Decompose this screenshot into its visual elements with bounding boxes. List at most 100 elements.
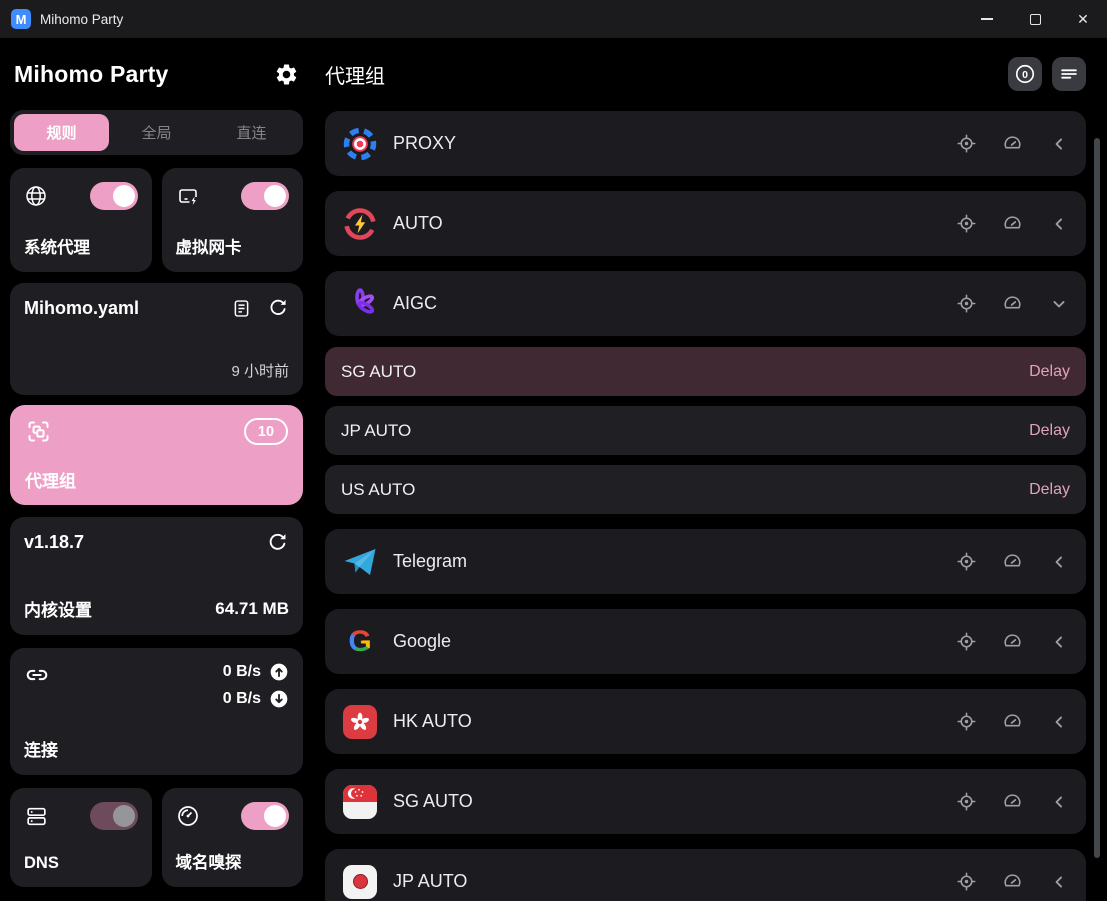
locate-proxy-button[interactable] <box>956 551 977 572</box>
delay-test-button[interactable] <box>1002 551 1023 572</box>
speed-test-icon <box>1004 554 1021 567</box>
delay-test-button[interactable] <box>1002 711 1023 732</box>
tun-card[interactable]: 虚拟网卡 <box>161 168 303 272</box>
delay-test-button[interactable] <box>1002 871 1023 892</box>
proxy-groups-page: 代理组 0 PROXY <box>313 38 1107 901</box>
align-lines-icon <box>1061 69 1077 79</box>
close-button[interactable]: ✕ <box>1059 0 1107 38</box>
locate-icon <box>957 214 976 233</box>
scrollbar[interactable] <box>1094 100 1100 860</box>
delay-test-button[interactable] <box>1002 791 1023 812</box>
delay-test-button[interactable] <box>1002 133 1023 154</box>
proxy-item-us-auto[interactable]: US AUTO Delay <box>325 465 1086 514</box>
upload-arrow-icon <box>270 663 288 681</box>
locate-icon <box>957 552 976 571</box>
group-row-auto[interactable]: AUTO <box>325 191 1086 256</box>
delay-test-button[interactable] <box>1002 293 1023 314</box>
locate-proxy-button[interactable] <box>956 213 977 234</box>
dns-toggle[interactable] <box>89 802 138 830</box>
locate-icon <box>957 792 976 811</box>
refresh-icon[interactable] <box>267 297 289 319</box>
connections-card[interactable]: 0 B/s 0 B/s 连接 <box>10 648 303 775</box>
toggle-knob <box>112 185 135 207</box>
group-row-aigc[interactable]: AIGC <box>325 271 1086 336</box>
tab-direct[interactable]: 直连 <box>236 125 267 142</box>
group-row-hk-auto[interactable]: HK AUTO <box>325 689 1086 754</box>
chevron-down-icon <box>1053 300 1064 307</box>
chevron-left-icon <box>1055 138 1062 149</box>
proxy-name: US AUTO <box>341 479 416 499</box>
expand-collapse-button[interactable] <box>1048 631 1069 652</box>
system-proxy-toggle[interactable] <box>89 182 138 210</box>
titlebar-title: Mihomo Party <box>40 11 124 27</box>
telegram-icon <box>344 548 376 575</box>
tun-icon <box>178 189 197 205</box>
core-settings-label: 内核设置 <box>24 601 92 620</box>
app-logo-icon: M <box>11 9 31 29</box>
tab-global[interactable]: 全局 <box>141 125 172 142</box>
locate-proxy-button[interactable] <box>956 133 977 154</box>
locate-proxy-button[interactable] <box>956 711 977 732</box>
group-row-jp-auto[interactable]: JP AUTO <box>325 849 1086 901</box>
scrollbar-thumb[interactable] <box>1094 138 1100 858</box>
circle-zero-icon: 0 <box>1015 64 1035 84</box>
group-name: PROXY <box>393 133 457 153</box>
expand-collapse-button[interactable] <box>1048 871 1069 892</box>
chevron-left-icon <box>1055 636 1062 647</box>
delay-label[interactable]: Delay <box>1029 362 1070 380</box>
group-row-google[interactable]: G Google <box>325 609 1086 674</box>
dns-card[interactable]: DNS <box>10 788 152 887</box>
proxy-group-icon <box>28 421 49 442</box>
tab-rule[interactable]: 规则 <box>14 114 109 151</box>
core-card[interactable]: v1.18.7 内核设置 64.71 MB <box>10 517 303 635</box>
sidebar-app-title: Mihomo Party <box>14 60 169 87</box>
svg-text:0: 0 <box>1022 69 1028 81</box>
list-layout-button[interactable] <box>1052 57 1086 91</box>
hk-flag-icon <box>343 704 377 739</box>
proxy-group-list: PROXY AUTO <box>325 111 1086 901</box>
document-icon[interactable] <box>231 298 252 319</box>
sniff-label: 域名嗅探 <box>175 854 242 872</box>
expand-collapse-button[interactable] <box>1048 133 1069 154</box>
system-proxy-card[interactable]: 系统代理 <box>10 168 152 272</box>
group-name: SG AUTO <box>393 791 473 811</box>
delay-test-button[interactable] <box>1002 631 1023 652</box>
jp-flag-icon <box>343 864 377 899</box>
download-speed: 0 B/s <box>222 690 261 707</box>
group-row-telegram[interactable]: Telegram <box>325 529 1086 594</box>
sidebar: Mihomo Party 规则 全局 直连 系统代理 <box>0 38 313 901</box>
expand-collapse-button[interactable] <box>1048 293 1069 314</box>
locate-proxy-button[interactable] <box>956 871 977 892</box>
outbound-mode-tabs: 规则 全局 直连 <box>10 110 303 155</box>
sniff-card[interactable]: 域名嗅探 <box>161 788 303 887</box>
delay-label[interactable]: Delay <box>1029 480 1070 498</box>
group-row-sg-auto[interactable]: SG AUTO <box>325 769 1086 834</box>
proxy-groups-card[interactable]: 10 代理组 <box>10 405 303 505</box>
expand-collapse-button[interactable] <box>1048 791 1069 812</box>
locate-proxy-button[interactable] <box>956 631 977 652</box>
tun-toggle[interactable] <box>241 182 289 210</box>
toggle-knob <box>112 805 135 827</box>
locate-proxy-button[interactable] <box>956 293 977 314</box>
delay-test-button[interactable] <box>1002 213 1023 234</box>
delay-label[interactable]: Delay <box>1029 421 1070 439</box>
proxy-item-jp-auto[interactable]: JP AUTO Delay <box>325 406 1086 455</box>
link-icon <box>26 669 48 681</box>
locate-proxy-button[interactable] <box>956 791 977 812</box>
sniff-icon <box>177 806 198 826</box>
settings-button[interactable] <box>274 62 299 87</box>
proxy-item-sg-auto[interactable]: SG AUTO Delay <box>325 347 1086 396</box>
minimize-button[interactable] <box>963 0 1011 38</box>
sniff-toggle[interactable] <box>241 802 289 830</box>
expand-collapse-button[interactable] <box>1048 711 1069 732</box>
profile-card[interactable]: Mihomo.yaml 9 小时前 <box>10 283 303 395</box>
group-row-proxy[interactable]: PROXY <box>325 111 1086 176</box>
delay-zero-button[interactable]: 0 <box>1008 57 1042 91</box>
core-refresh-icon[interactable] <box>266 531 289 554</box>
minimize-icon <box>981 18 993 20</box>
expand-collapse-button[interactable] <box>1048 213 1069 234</box>
sg-flag-icon <box>343 784 377 819</box>
speed-test-icon <box>1004 634 1021 647</box>
maximize-button[interactable] <box>1011 0 1059 38</box>
expand-collapse-button[interactable] <box>1048 551 1069 572</box>
